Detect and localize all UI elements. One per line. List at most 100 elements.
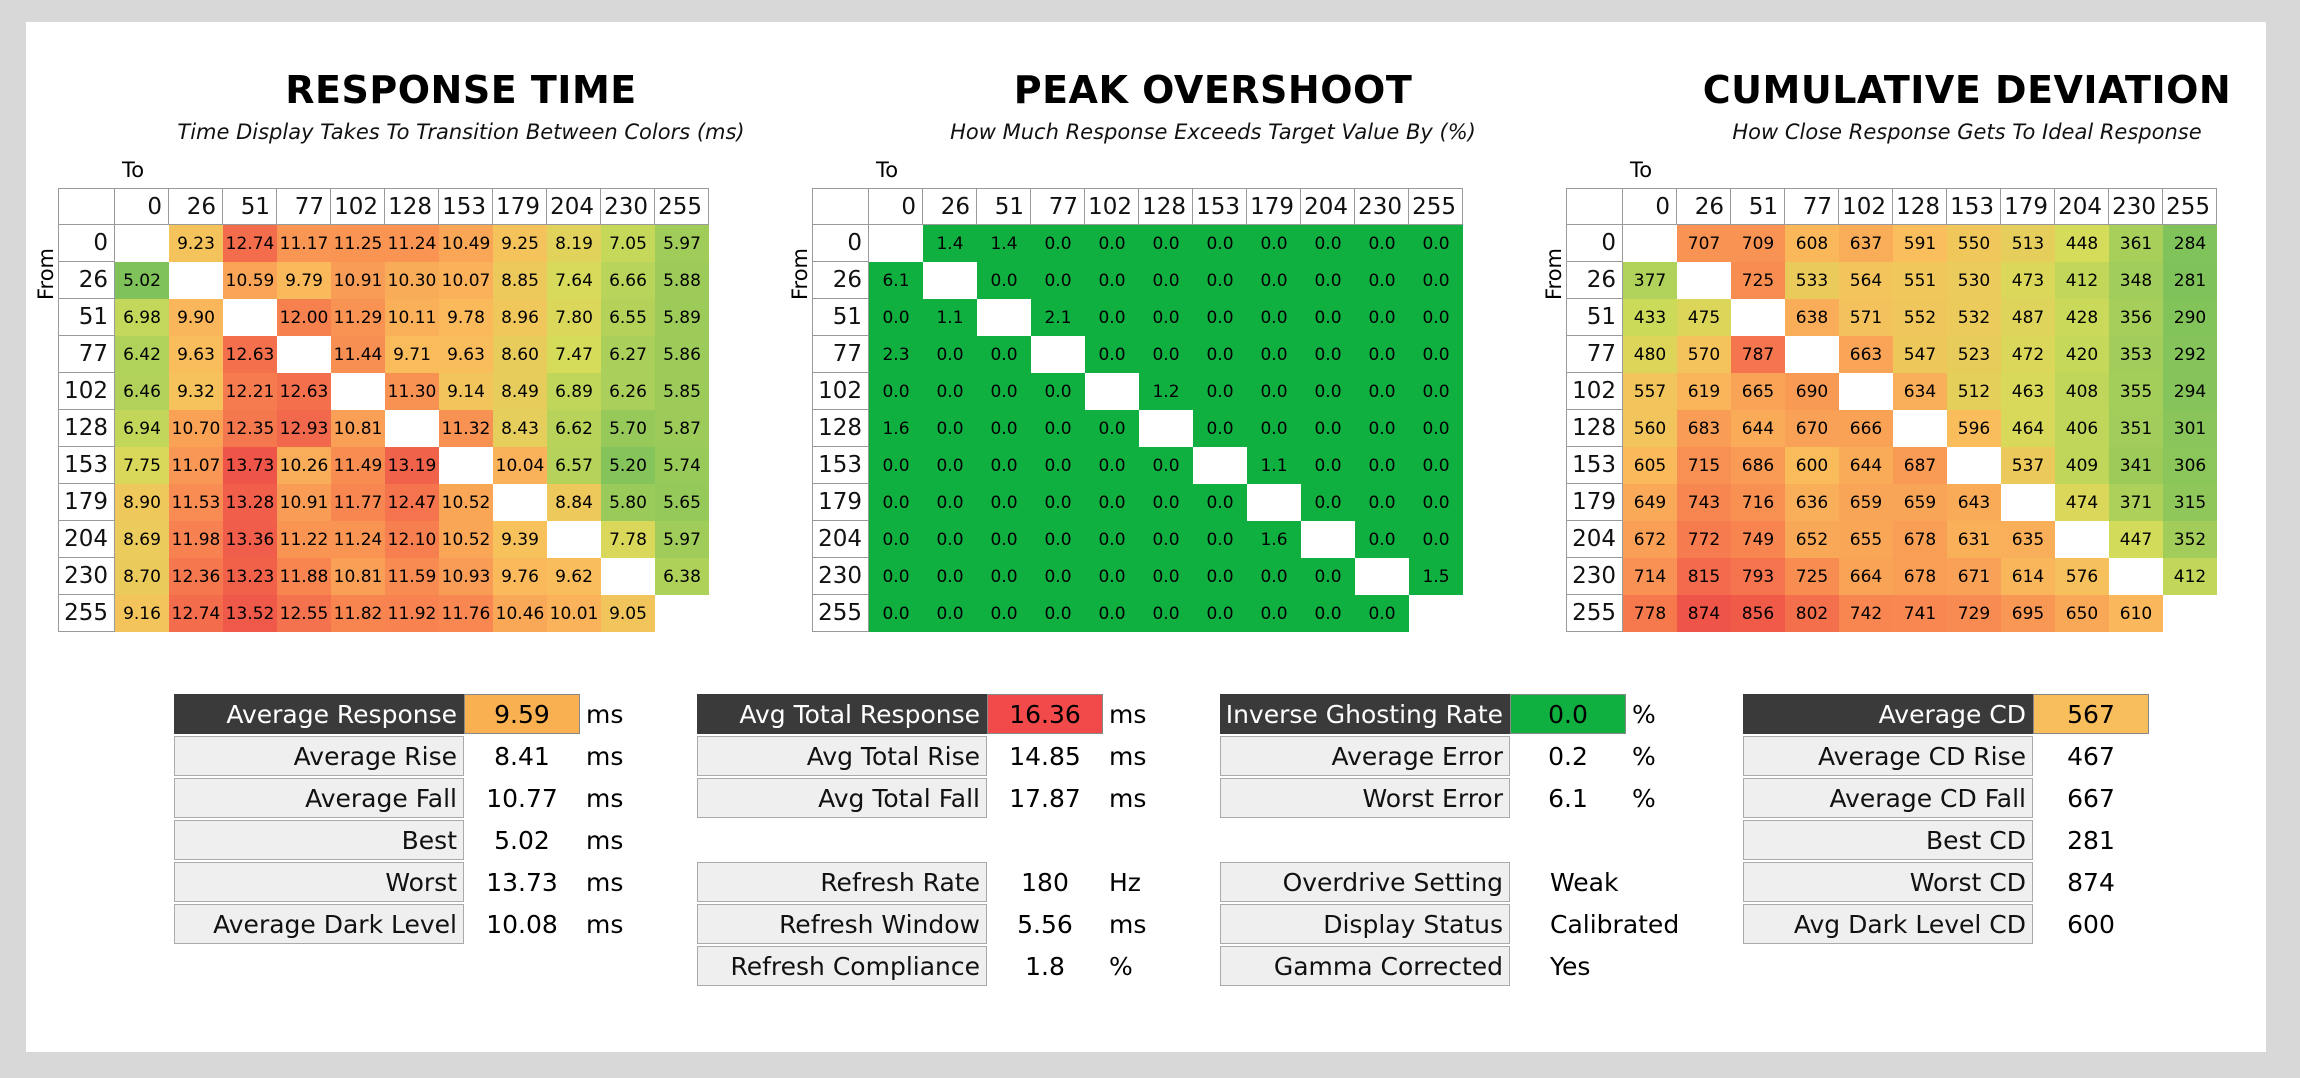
cumulative-deviation-cell: 672 <box>1623 521 1677 558</box>
peak-overshoot-cell: 0.0 <box>977 484 1031 521</box>
cumulative-deviation-cell: 513 <box>2001 225 2055 262</box>
total-stat-unit: ms <box>1109 783 1147 813</box>
cumulative-deviation-cell: 433 <box>1623 299 1677 336</box>
peak-overshoot-col-header: 230 <box>1355 189 1409 225</box>
cumulative-deviation-cell: 659 <box>1839 484 1893 521</box>
cumulative-deviation-cell: 815 <box>1677 558 1731 595</box>
response-time-cell: 7.64 <box>547 262 601 299</box>
peak-overshoot-row-header: 204 <box>813 521 869 558</box>
cumulative-deviation-cell: 408 <box>2055 373 2109 410</box>
response-time-cell: 10.04 <box>493 447 547 484</box>
response-time-cell: 8.84 <box>547 484 601 521</box>
cumulative-deviation-col-header: 230 <box>2109 189 2163 225</box>
peak-overshoot-cell: 0.0 <box>1409 262 1463 299</box>
response-time-cell: 11.24 <box>385 225 439 262</box>
peak-overshoot-cell: 0.0 <box>1085 595 1139 632</box>
cumulative-deviation-cell: 610 <box>2109 595 2163 632</box>
peak-overshoot-cell <box>923 262 977 299</box>
total-stat-value: 16.36 <box>987 694 1103 734</box>
cumulative-deviation-cell: 377 <box>1623 262 1677 299</box>
response-time-cell: 13.52 <box>223 595 277 632</box>
cumulative-deviation-cell: 560 <box>1623 410 1677 447</box>
response-time-row-header: 77 <box>59 336 115 373</box>
response-time-cell: 9.14 <box>439 373 493 410</box>
response-time-cell: 11.53 <box>169 484 223 521</box>
peak-overshoot-cell: 0.0 <box>923 373 977 410</box>
cumulative-deviation-row-header: 153 <box>1567 447 1623 484</box>
cd-stat-label: Worst CD <box>1743 862 2033 902</box>
peak-overshoot-cell <box>1031 336 1085 373</box>
cumulative-deviation-cell: 406 <box>2055 410 2109 447</box>
cumulative-deviation-matrix: 0 26 51 77 102 128 153 179 204 230 255 0 707 709 608 63… <box>1566 188 2217 632</box>
response-time-cell: 11.22 <box>277 521 331 558</box>
cumulative-deviation-cell: 608 <box>1785 225 1839 262</box>
response-stat-label: Average Response <box>174 694 464 734</box>
response-time-cell: 12.21 <box>223 373 277 410</box>
peak-overshoot-cell: 1.1 <box>1247 447 1301 484</box>
response-time-cell <box>655 595 709 632</box>
peak-overshoot-cell: 0.0 <box>869 484 923 521</box>
peak-overshoot-cell <box>1193 447 1247 484</box>
cumulative-deviation-cell: 551 <box>1893 262 1947 299</box>
response-stat-value: 9.59 <box>464 694 580 734</box>
peak-overshoot-cell: 0.0 <box>1193 558 1247 595</box>
response-time-cell: 5.70 <box>601 410 655 447</box>
response-time-cell: 12.35 <box>223 410 277 447</box>
response-time-cell: 6.26 <box>601 373 655 410</box>
refresh-stat-value: 1.8 <box>1025 951 1065 981</box>
cumulative-deviation-cell: 570 <box>1677 336 1731 373</box>
cumulative-deviation-cell: 341 <box>2109 447 2163 484</box>
cumulative-deviation-cell: 591 <box>1893 225 1947 262</box>
response-time-cell: 9.39 <box>493 521 547 558</box>
peak-overshoot-cell: 0.0 <box>1085 521 1139 558</box>
cumulative-deviation-cell: 729 <box>1947 595 2001 632</box>
response-time-cell: 11.32 <box>439 410 493 447</box>
response-time-cell: 5.97 <box>655 225 709 262</box>
cumulative-deviation-cell: 670 <box>1785 410 1839 447</box>
cumulative-deviation-row-header: 128 <box>1567 410 1623 447</box>
response-time-cell: 12.74 <box>169 595 223 632</box>
total-stat-value: 14.85 <box>1009 741 1081 771</box>
cd-stat-value: 667 <box>2067 783 2115 813</box>
cumulative-deviation-row-header: 51 <box>1567 299 1623 336</box>
cumulative-deviation-cell: 665 <box>1731 373 1785 410</box>
cumulative-deviation-cell: 348 <box>2109 262 2163 299</box>
cumulative-deviation-cell: 600 <box>1785 447 1839 484</box>
peak-overshoot-cell <box>1409 595 1463 632</box>
response-time-cell <box>385 410 439 447</box>
cumulative-deviation-cell: 523 <box>1947 336 2001 373</box>
response-time-cell: 11.92 <box>385 595 439 632</box>
total-stat-unit: ms <box>1109 699 1147 729</box>
response-time-cell: 10.49 <box>439 225 493 262</box>
settings-stat-value: Yes <box>1550 951 1591 981</box>
response-time-col-header: 230 <box>601 189 655 225</box>
cumulative-deviation-cell: 716 <box>1731 484 1785 521</box>
cumulative-deviation-col-header: 26 <box>1677 189 1731 225</box>
peak-overshoot-row-header: 0 <box>813 225 869 262</box>
response-time-to-label: To <box>122 158 145 182</box>
response-time-cell: 6.94 <box>115 410 169 447</box>
cumulative-deviation-cell: 487 <box>2001 299 2055 336</box>
peak-overshoot-cell: 0.0 <box>1247 225 1301 262</box>
peak-overshoot-cell: 0.0 <box>869 595 923 632</box>
cumulative-deviation-cell: 663 <box>1839 336 1893 373</box>
cd-stat-label: Average CD Fall <box>1743 778 2033 818</box>
overshoot-stat-value: 6.1 <box>1548 783 1588 813</box>
peak-overshoot-cell: 0.0 <box>1301 484 1355 521</box>
cumulative-deviation-cell: 292 <box>2163 336 2217 373</box>
response-time-cell: 13.73 <box>223 447 277 484</box>
peak-overshoot-cell <box>1301 521 1355 558</box>
cumulative-deviation-cell: 290 <box>2163 299 2217 336</box>
total-stat-value: 17.87 <box>1009 783 1081 813</box>
peak-overshoot-cell: 0.0 <box>869 558 923 595</box>
peak-overshoot-cell: 0.0 <box>1355 336 1409 373</box>
cumulative-deviation-cell: 636 <box>1785 484 1839 521</box>
response-time-col-header: 255 <box>655 189 709 225</box>
cumulative-deviation-cell: 552 <box>1893 299 1947 336</box>
response-time-col-header: 77 <box>277 189 331 225</box>
cumulative-deviation-corner <box>1567 189 1623 225</box>
response-time-cell: 8.96 <box>493 299 547 336</box>
response-time-cell: 6.38 <box>655 558 709 595</box>
cumulative-deviation-cell: 683 <box>1677 410 1731 447</box>
cumulative-deviation-cell: 614 <box>2001 558 2055 595</box>
